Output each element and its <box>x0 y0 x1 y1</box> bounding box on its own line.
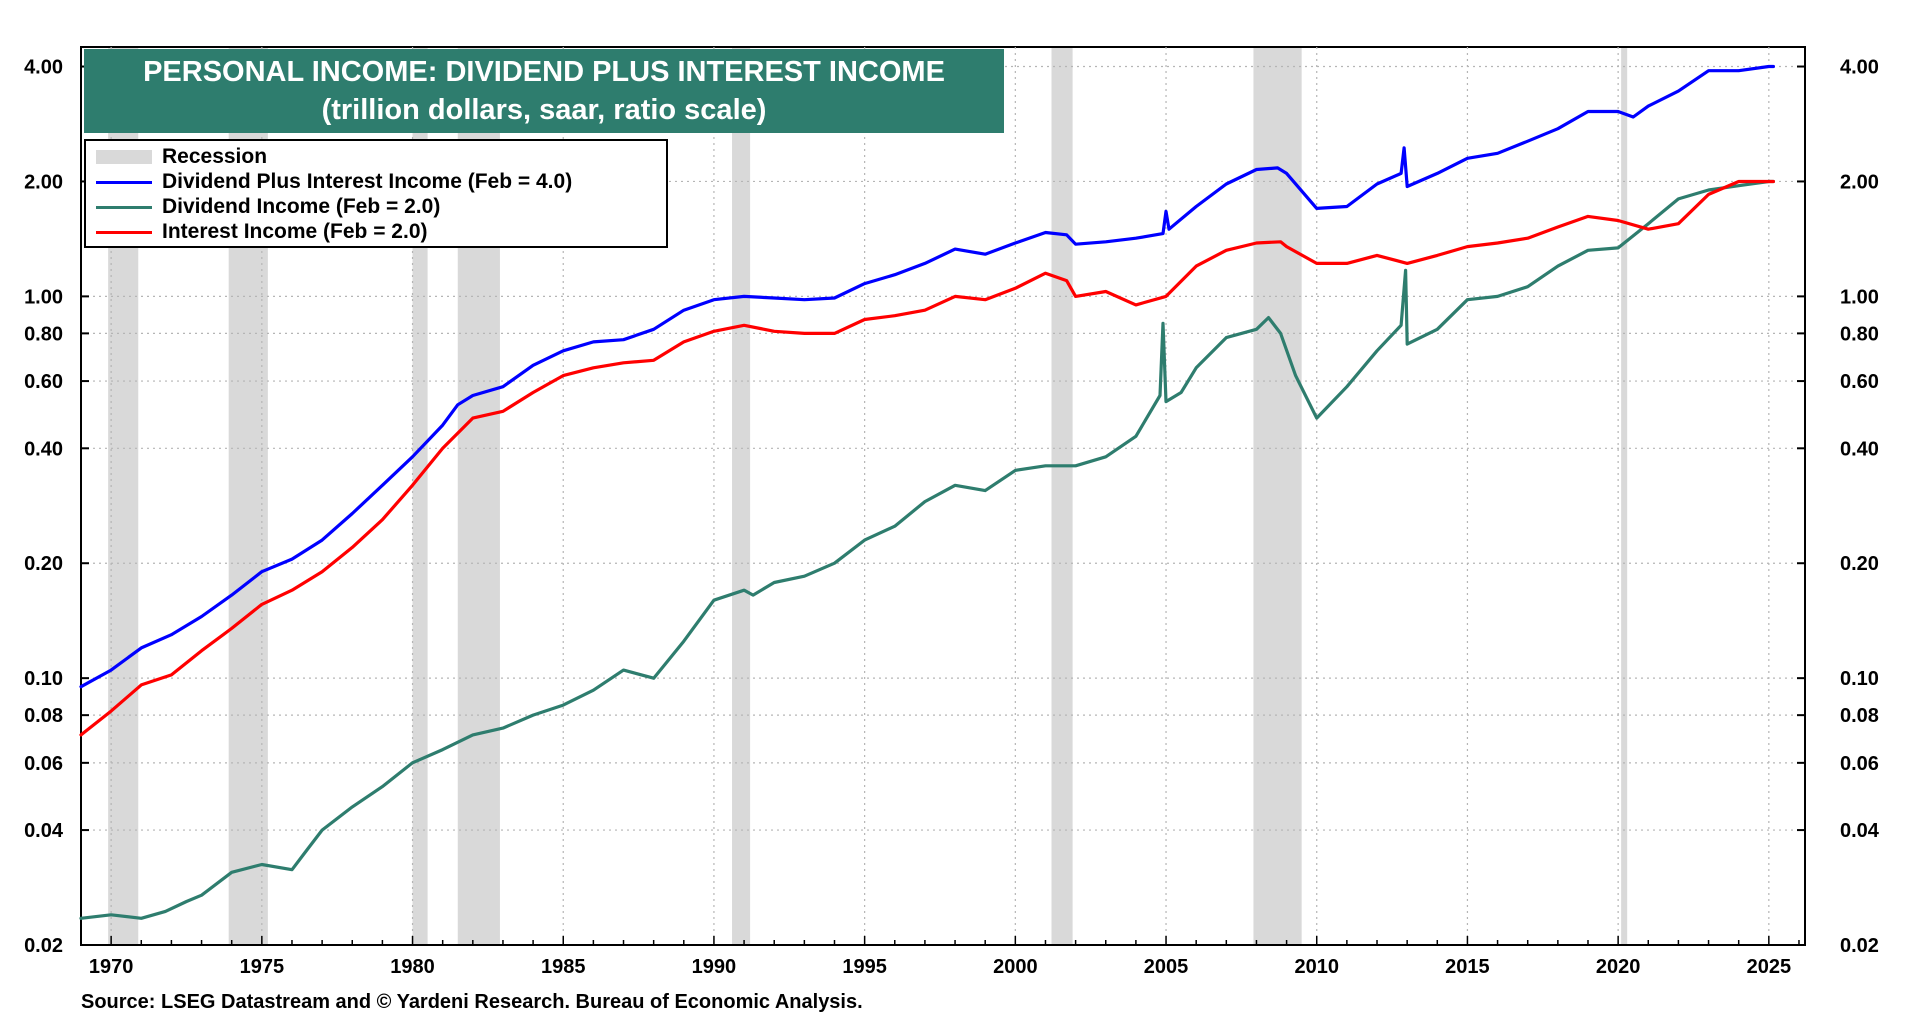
legend-swatch-dividend <box>96 206 152 209</box>
legend: Recession Dividend Plus Interest Income … <box>84 139 668 248</box>
y-tick-label-left-2: 0.06 <box>24 753 63 775</box>
y-tick-label-left-7: 0.60 <box>24 371 63 393</box>
x-tick-label-6: 2000 <box>993 956 1038 978</box>
chart-title-box: PERSONAL INCOME: DIVIDEND PLUS INTEREST … <box>84 49 1004 133</box>
y-tick-label-left-3: 0.08 <box>24 705 63 727</box>
x-tick-label-8: 2010 <box>1294 956 1339 978</box>
y-tick-label-right-8: 0.80 <box>1840 323 1879 345</box>
y-tick-label-right-6: 0.40 <box>1840 438 1879 460</box>
source-note: Source: LSEG Datastream and © Yardeni Re… <box>81 991 863 1013</box>
y-tick-label-right-9: 1.00 <box>1840 286 1879 308</box>
legend-label-total: Dividend Plus Interest Income (Feb = 4.0… <box>162 170 573 193</box>
recession-band-4 <box>732 48 751 944</box>
legend-label-interest: Interest Income (Feb = 2.0) <box>162 220 428 243</box>
legend-swatch-interest <box>96 231 152 234</box>
tick-marks <box>80 65 1805 946</box>
x-tick-label-11: 2025 <box>1747 956 1792 978</box>
series-line-2 <box>79 179 1775 737</box>
y-tick-label-left-1: 0.04 <box>24 820 64 842</box>
y-tick-label-right-0: 0.02 <box>1840 935 1879 957</box>
y-tick-label-right-1: 0.04 <box>1840 820 1880 842</box>
series-line-1 <box>79 179 1775 920</box>
x-tick-label-5: 1995 <box>842 956 887 978</box>
recession-band-6 <box>1253 48 1302 944</box>
x-tick-label-7: 2005 <box>1144 956 1189 978</box>
recession-band-7 <box>1621 48 1628 944</box>
y-tick-label-right-3: 0.08 <box>1840 705 1879 727</box>
y-tick-label-right-4: 0.10 <box>1840 668 1879 690</box>
series-line-0 <box>79 64 1775 689</box>
x-tick-label-9: 2015 <box>1445 956 1490 978</box>
legend-swatch-recession <box>96 150 152 164</box>
series-lines <box>79 64 1775 920</box>
recession-band-5 <box>1051 48 1073 944</box>
legend-label-dividend: Dividend Income (Feb = 2.0) <box>162 195 441 218</box>
tick-labels: 0.02 0.02 0.04 0.04 0.06 0.06 0.08 0.08 0.10 0.10… <box>24 57 1880 978</box>
y-tick-label-right-5: 0.20 <box>1840 553 1879 575</box>
recession-band-2 <box>412 48 428 944</box>
y-tick-label-right-10: 2.00 <box>1840 171 1879 193</box>
x-tick-label-4: 1990 <box>692 956 737 978</box>
y-tick-label-left-0: 0.02 <box>24 935 63 957</box>
y-tick-label-left-8: 0.80 <box>24 323 63 345</box>
y-tick-label-left-9: 1.00 <box>24 286 63 308</box>
legend-swatch-total <box>96 181 152 184</box>
x-tick-label-1: 1975 <box>240 956 285 978</box>
recession-bands <box>108 48 1628 944</box>
y-tick-label-left-4: 0.10 <box>24 668 63 690</box>
legend-label-recession: Recession <box>162 145 268 168</box>
y-tick-label-right-7: 0.60 <box>1840 371 1879 393</box>
y-tick-label-left-10: 2.00 <box>24 171 63 193</box>
y-tick-label-right-2: 0.06 <box>1840 753 1879 775</box>
y-tick-label-left-6: 0.40 <box>24 438 63 460</box>
chart-subtitle: (trillion dollars, saar, ratio scale) <box>321 94 767 126</box>
x-tick-label-10: 2020 <box>1596 956 1641 978</box>
y-tick-label-right-11: 4.00 <box>1840 57 1879 79</box>
chart-title: PERSONAL INCOME: DIVIDEND PLUS INTEREST … <box>143 56 945 88</box>
x-tick-label-0: 1970 <box>89 956 134 978</box>
x-tick-label-3: 1985 <box>541 956 586 978</box>
x-tick-label-2: 1980 <box>390 956 435 978</box>
y-tick-label-left-5: 0.20 <box>24 553 63 575</box>
y-tick-label-left-11: 4.00 <box>24 57 63 79</box>
